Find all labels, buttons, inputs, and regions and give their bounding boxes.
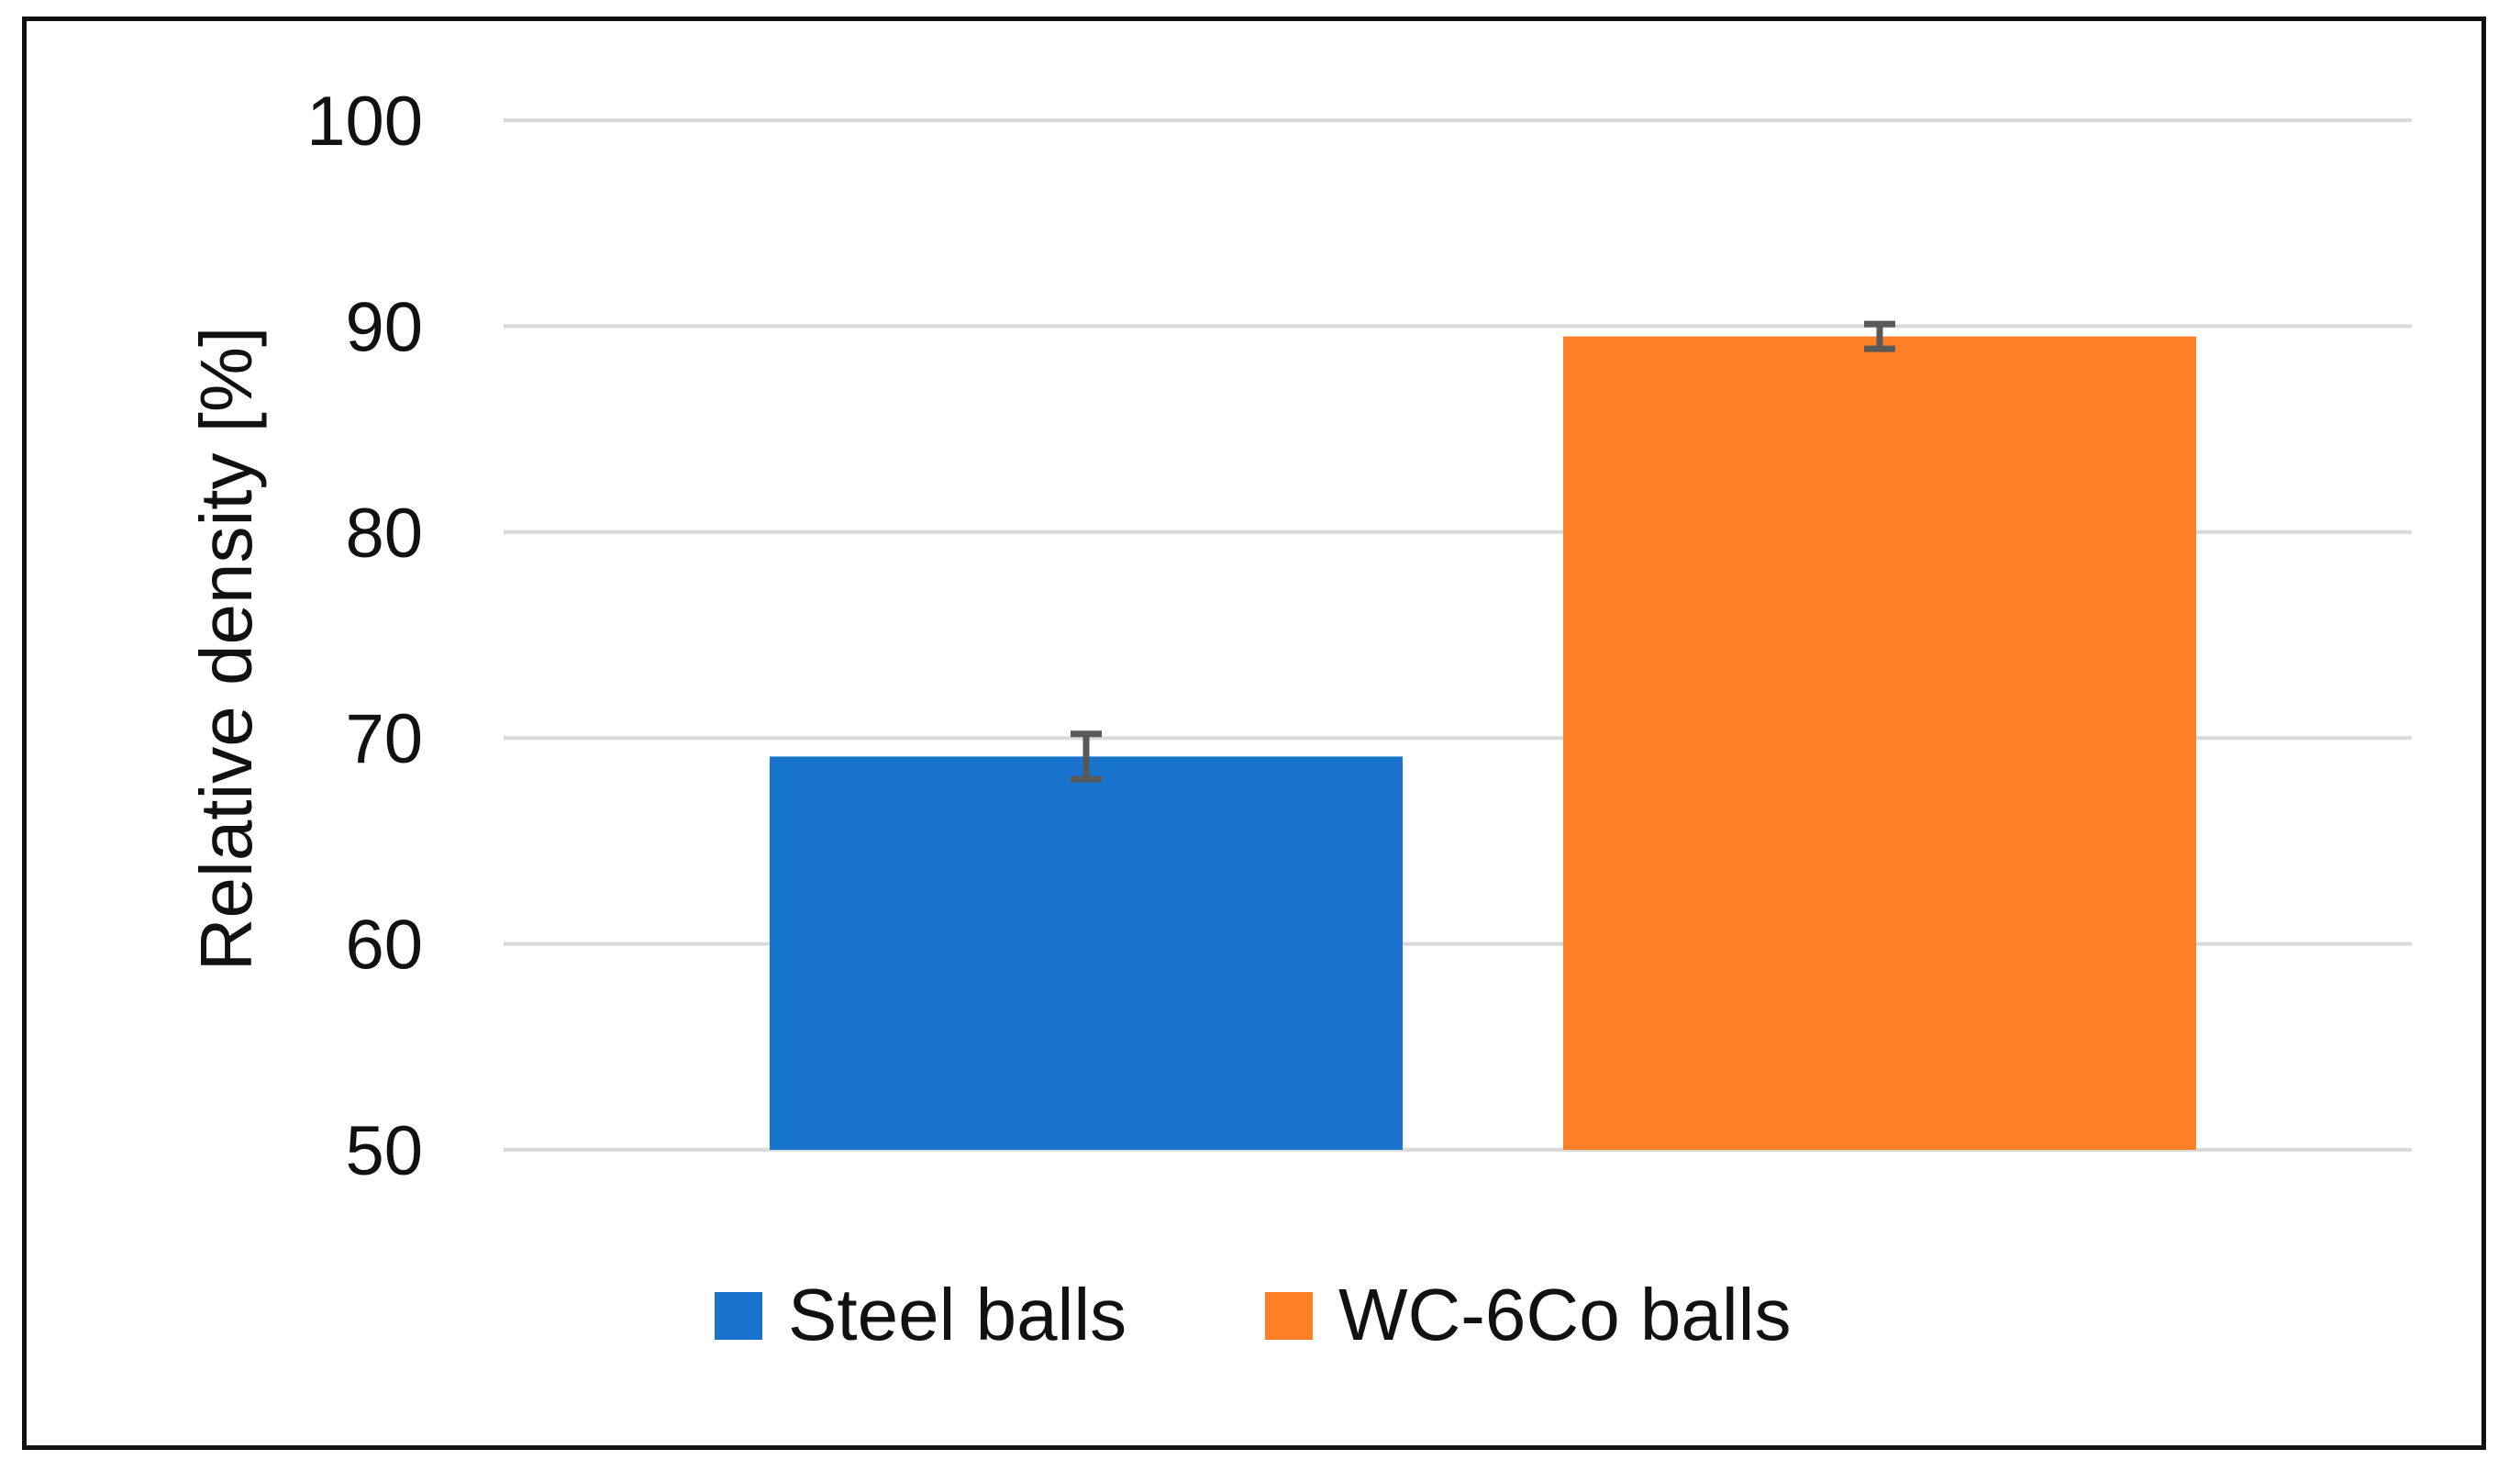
legend-swatch	[715, 1292, 762, 1340]
legend-item: Steel balls	[715, 1274, 1127, 1355]
legend-item: WC-6Co balls	[1265, 1274, 1791, 1355]
bars	[770, 336, 2196, 1150]
legend: Steel balls WC-6Co balls	[715, 1274, 1791, 1355]
y-tick-label: 50	[345, 1112, 423, 1190]
y-tick-labels: 50 60 70 80 90 100	[306, 83, 423, 1190]
bar-steel-balls	[770, 756, 1403, 1150]
bar-wc-6co-balls	[1563, 336, 2196, 1150]
bar-chart: 50 60 70 80 90 100 Relative density [%] Steel…	[185, 83, 2412, 1355]
y-tick-label: 80	[345, 495, 423, 573]
error-bar	[1864, 320, 1895, 352]
y-tick-label: 90	[345, 288, 423, 366]
y-tick-label: 100	[306, 83, 423, 161]
legend-swatch	[1265, 1292, 1313, 1340]
y-tick-label: 60	[345, 907, 423, 985]
chart-frame: 50 60 70 80 90 100 Relative density [%] Steel…	[22, 17, 2486, 1450]
legend-label: Steel balls	[788, 1274, 1127, 1355]
y-axis-title: Relative density [%]	[185, 327, 267, 972]
error-bars	[1071, 320, 1895, 783]
error-bar	[1071, 730, 1102, 783]
legend-label: WC-6Co balls	[1338, 1274, 1791, 1355]
y-tick-label: 70	[345, 700, 423, 778]
